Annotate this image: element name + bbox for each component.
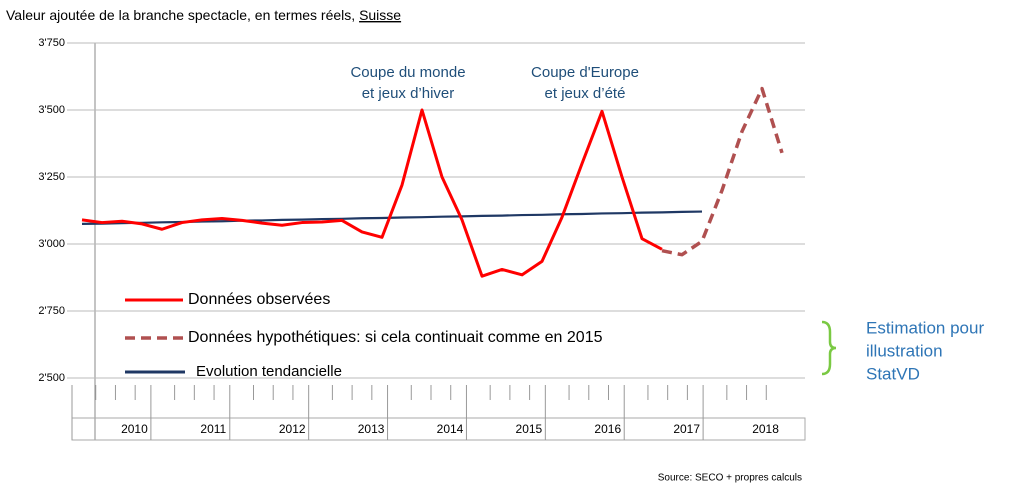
x-tick-label: 2011 bbox=[200, 422, 226, 436]
side-note: StatVD bbox=[866, 364, 920, 383]
x-tick-label: 2016 bbox=[594, 422, 621, 436]
x-tick-label: 2010 bbox=[121, 422, 148, 436]
annotation: Coupe du monde bbox=[350, 64, 465, 81]
y-tick-label: 2'500 bbox=[38, 372, 65, 384]
y-tick-label: 3'250 bbox=[38, 171, 65, 183]
chart-title: Valeur ajoutée de la branche spectacle, … bbox=[6, 7, 401, 23]
y-tick-label: 3'500 bbox=[38, 104, 65, 116]
x-tick-label: 2018 bbox=[752, 422, 779, 436]
legend-label: Données observées bbox=[188, 291, 330, 308]
y-tick-label: 3'750 bbox=[38, 37, 65, 49]
brace bbox=[821, 320, 837, 376]
title-place: Suisse bbox=[359, 7, 401, 23]
series-line bbox=[661, 86, 784, 257]
x-tick-label: 2015 bbox=[516, 422, 543, 436]
series-line bbox=[81, 108, 663, 278]
source: Source: SECO + propres calculs bbox=[658, 473, 802, 484]
x-tick-label: 2014 bbox=[437, 422, 464, 436]
side-note: illustration bbox=[866, 341, 943, 360]
y-tick-label: 2'750 bbox=[38, 305, 65, 317]
x-tick-label: 2012 bbox=[279, 422, 306, 436]
side-note: Estimation pour bbox=[866, 318, 984, 337]
x-tick-label: 2017 bbox=[673, 422, 700, 436]
legend-label: Evolution tendancielle bbox=[196, 363, 342, 380]
annotation: Coupe d'Europe bbox=[531, 64, 639, 81]
legend-label: Données hypothétiques: si cela continuai… bbox=[188, 329, 603, 346]
annotation: et jeux d’hiver bbox=[362, 85, 455, 102]
x-tick-label: 2013 bbox=[358, 422, 385, 436]
title-text: Valeur ajoutée de la branche spectacle, … bbox=[6, 7, 355, 23]
y-tick-label: 3'000 bbox=[38, 238, 65, 250]
annotation: et jeux d’été bbox=[545, 85, 626, 102]
